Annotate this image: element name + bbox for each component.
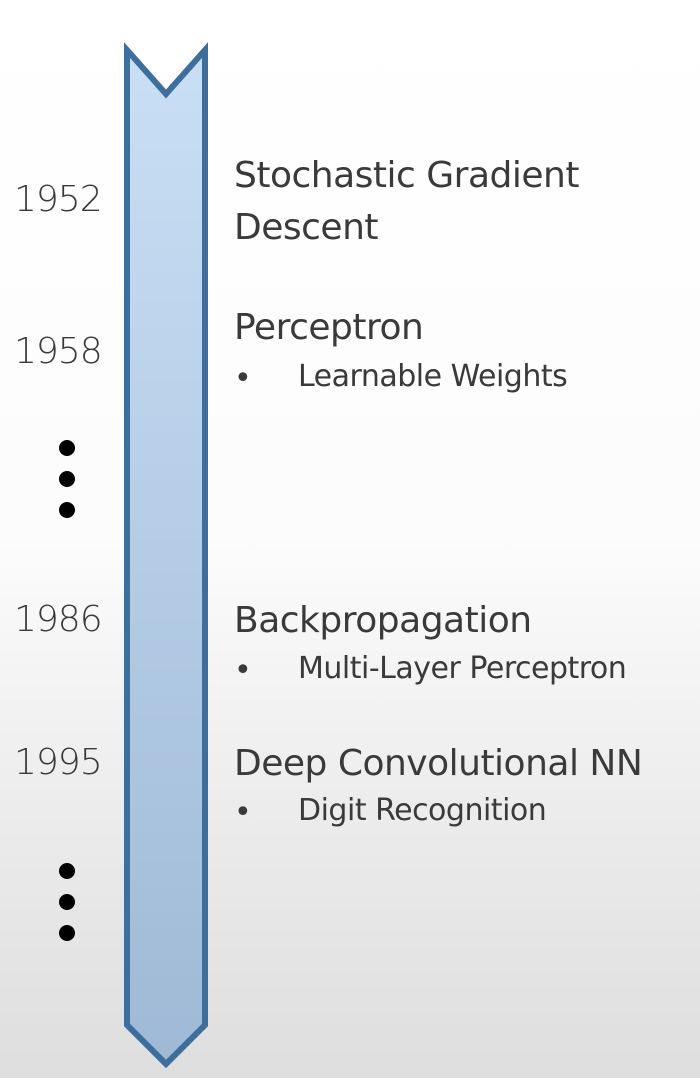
- ellipsis-dot-icon: [59, 502, 75, 518]
- ellipsis-dot-icon: [59, 440, 75, 456]
- event-title-deep-cnn: Deep Convolutional NN: [234, 743, 643, 784]
- bullet-text: Digit Recognition: [298, 793, 547, 828]
- year-label-1952: 1952: [14, 179, 103, 220]
- event-title-backpropagation: Backpropagation: [234, 600, 532, 641]
- bullet-text: Multi-Layer Perceptron: [298, 651, 627, 686]
- ellipsis-dot-icon: [59, 863, 75, 879]
- year-label-1995: 1995: [14, 742, 103, 783]
- bullet-text: Learnable Weights: [298, 359, 568, 394]
- event-title-perceptron: Perceptron: [234, 307, 424, 348]
- bullet-icon: •: [234, 653, 252, 688]
- ellipsis-dot-icon: [59, 925, 75, 941]
- year-label-1958: 1958: [14, 331, 103, 372]
- bullet-icon: •: [234, 361, 252, 396]
- event-title-sgd: Stochastic Gradient Descent: [234, 150, 579, 254]
- bullet-icon: •: [234, 795, 252, 830]
- timeline-arrow-shape: [124, 42, 208, 1069]
- ellipsis-dot-icon: [59, 471, 75, 487]
- year-label-1986: 1986: [14, 599, 103, 640]
- event-title-line: Stochastic Gradient: [234, 155, 579, 196]
- event-title-line: Descent: [234, 207, 378, 249]
- ellipsis-dot-icon: [59, 894, 75, 910]
